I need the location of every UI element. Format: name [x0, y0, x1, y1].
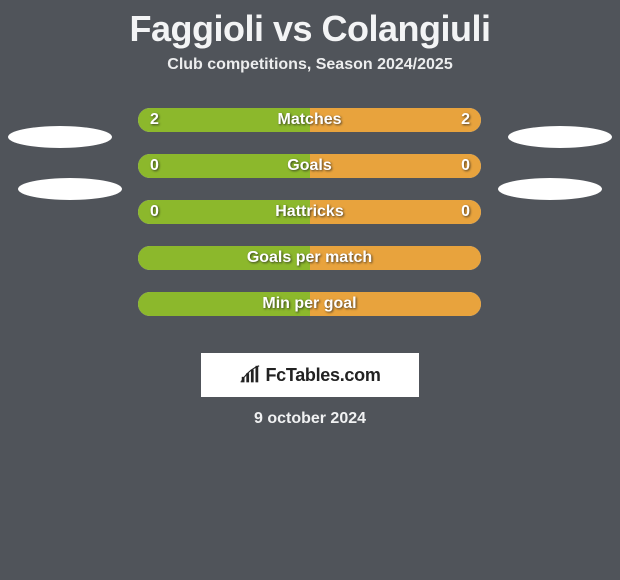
stat-row: Goals per match	[0, 246, 620, 270]
stat-bar	[138, 108, 481, 132]
comparison-subtitle: Club competitions, Season 2024/2025	[0, 56, 620, 74]
stat-bar-right	[310, 154, 482, 178]
stat-bar-left	[138, 246, 310, 270]
stat-bar-right	[310, 246, 482, 270]
stat-row: Hattricks00	[0, 200, 620, 224]
logo-label: FcTables.com	[265, 365, 380, 386]
stat-bar-left	[138, 108, 310, 132]
barchart-icon	[239, 364, 261, 386]
player-badge-placeholder	[18, 178, 122, 200]
stat-bar-left	[138, 292, 310, 316]
snapshot-date: 9 october 2024	[0, 410, 620, 428]
stat-bar-right	[310, 292, 482, 316]
stat-bar	[138, 292, 481, 316]
stat-bar-left	[138, 154, 310, 178]
stat-bar	[138, 246, 481, 270]
logo-text: FcTables.com	[239, 364, 380, 386]
stat-row: Goals00	[0, 154, 620, 178]
stat-bar-right	[310, 108, 482, 132]
stat-bar	[138, 154, 481, 178]
player-badge-placeholder	[8, 126, 112, 148]
stat-bar-left	[138, 200, 310, 224]
stat-bar-right	[310, 200, 482, 224]
stat-bar	[138, 200, 481, 224]
player-badge-placeholder	[498, 178, 602, 200]
player-badge-placeholder	[508, 126, 612, 148]
fctables-logo: FcTables.com	[201, 353, 419, 397]
comparison-title: Faggioli vs Colangiuli	[0, 0, 620, 56]
stat-row: Min per goal	[0, 292, 620, 316]
